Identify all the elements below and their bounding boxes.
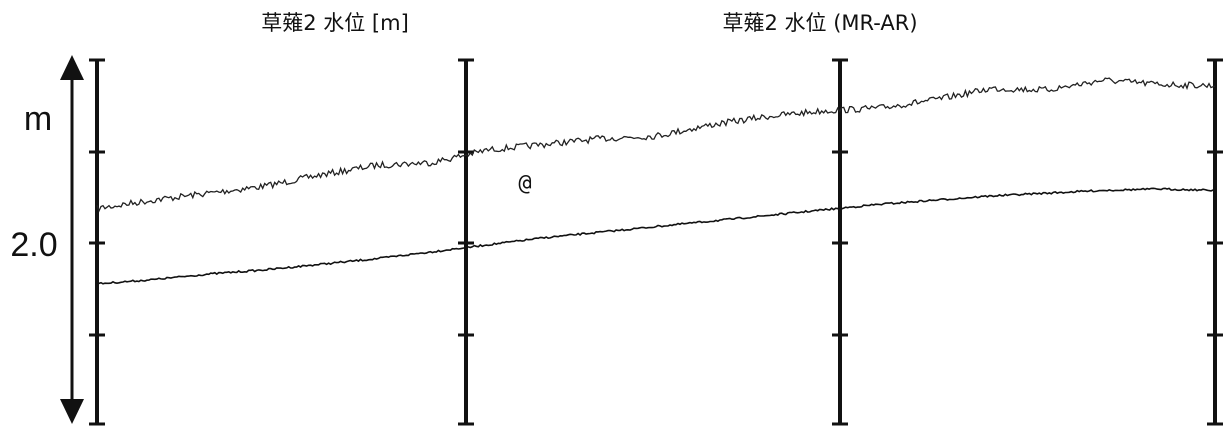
series-layer <box>96 77 1216 286</box>
vertical-frame-lines <box>89 58 1223 426</box>
y-tick-label: 2.0 <box>10 226 57 264</box>
panel-title-left: 草薙2 水位 [m] <box>261 11 409 35</box>
y-axis-unit: m <box>24 100 52 138</box>
y-axis-arrow <box>60 55 84 424</box>
annotation-marker: @ <box>518 171 531 196</box>
panel-title-right: 草薙2 水位 (MR-AR) <box>722 11 917 35</box>
series-line-1 <box>96 187 1216 286</box>
series-line-0 <box>96 77 1216 213</box>
